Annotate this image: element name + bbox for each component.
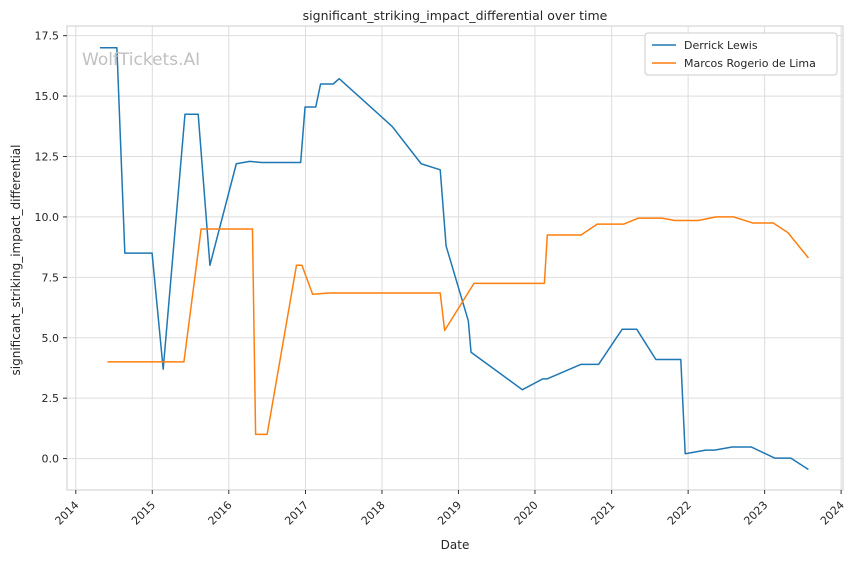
x-tick-label: 2023 [741, 499, 770, 528]
legend-label-derrick-lewis: Derrick Lewis [684, 39, 758, 52]
y-tick-label: 0.0 [42, 453, 60, 466]
y-axis-ticks: 0.0 2.5 5.0 7.5 10.0 12.5 15.0 17.5 [35, 30, 67, 466]
legend: Derrick Lewis Marcos Rogerio de Lima [644, 32, 838, 76]
series-line-marcos-rogerio-de-lima [107, 216, 810, 436]
x-tick-label: 2021 [588, 499, 617, 528]
plot-area [66, 25, 844, 491]
x-tick-label: 2024 [818, 499, 847, 528]
x-tick-label: 2016 [206, 499, 235, 528]
x-tick-label: 2019 [435, 499, 464, 528]
x-tick-label: 2015 [129, 499, 158, 528]
legend-box [644, 32, 838, 76]
x-axis-label: Date [441, 538, 470, 552]
chart-title: significant_striking_impact_differential… [303, 8, 608, 23]
x-tick-label: 2020 [512, 499, 541, 528]
series-lines [99, 47, 810, 471]
watermark: WolfTickets.AI [82, 50, 200, 70]
x-tick-label: 2018 [359, 499, 388, 528]
y-tick-label: 15.0 [35, 90, 60, 103]
x-axis-ticks: 2014 2015 2016 2017 2018 2019 2020 2021 2022 2023… [53, 490, 847, 528]
x-tick-label: 2017 [282, 499, 311, 528]
x-tick-label: 2022 [665, 499, 694, 528]
legend-label-marcos-rogerio-de-lima: Marcos Rogerio de Lima [684, 57, 816, 70]
series-line-derrick-lewis [99, 47, 809, 471]
y-tick-label: 5.0 [42, 332, 60, 345]
y-tick-label: 2.5 [42, 392, 60, 405]
grid-lines [67, 26, 843, 490]
x-tick-label: 2014 [53, 499, 82, 528]
y-tick-label: 17.5 [35, 30, 60, 43]
y-tick-label: 10.0 [35, 211, 60, 224]
y-tick-label: 7.5 [42, 271, 60, 284]
y-tick-label: 12.5 [35, 151, 60, 164]
y-axis-label: significant_striking_impact_differential [9, 145, 23, 376]
